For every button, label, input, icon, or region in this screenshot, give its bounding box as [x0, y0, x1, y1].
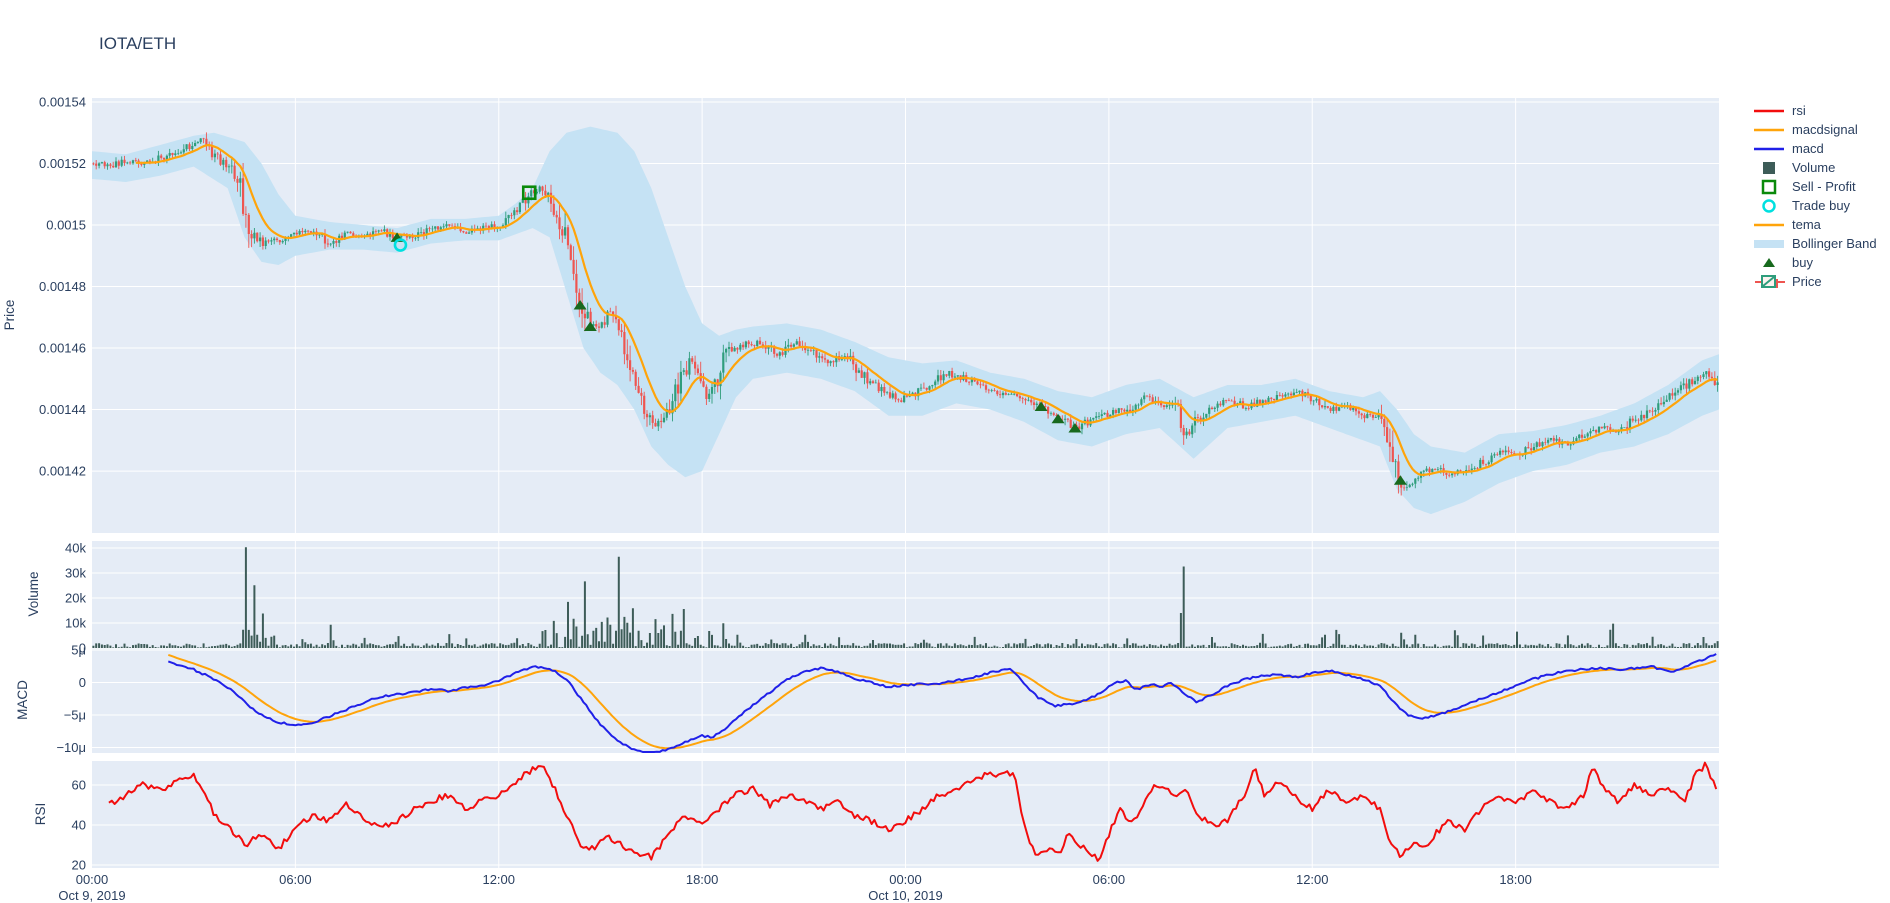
- buy-marker: [1051, 413, 1065, 424]
- price-tick-label: 0.0015: [46, 218, 86, 233]
- macd-line: [167, 653, 1717, 753]
- legend-item-tema[interactable]: tema: [1753, 215, 1877, 234]
- rsi-line: [108, 761, 1718, 862]
- legend-item-label: macd: [1792, 141, 1824, 156]
- legend-item-macd[interactable]: macd: [1753, 139, 1877, 158]
- rsi-tick-label: 40: [72, 818, 86, 833]
- volume-tick-label: 40k: [65, 541, 86, 556]
- legend-item-label: Trade buy: [1792, 198, 1851, 213]
- trade-markers: [390, 185, 1407, 485]
- sell-profit-marker: [521, 185, 537, 201]
- rsi-tick-label: 20: [72, 858, 86, 873]
- trade-buy-marker: [393, 238, 408, 252]
- triangle-legend-swatch: [1763, 257, 1775, 267]
- rsi-axis-title: RSI: [33, 803, 48, 826]
- legend-item-macdsignal[interactable]: macdsignal: [1753, 120, 1877, 139]
- candlesticks: [92, 132, 1719, 496]
- candles-down-bodies: [92, 138, 1716, 489]
- buy-marker: [1068, 423, 1082, 433]
- line-legend-swatch: [1754, 223, 1784, 226]
- price-tick-label: 0.00152: [39, 156, 86, 171]
- x-tick-label: 00:00: [76, 872, 109, 887]
- price-tick-label: 0.00144: [39, 402, 86, 417]
- legend-item-bollinger-band[interactable]: Bollinger Band: [1753, 234, 1877, 253]
- price-tick-label: 0.00146: [39, 341, 86, 356]
- price-tick-label: 0.00154: [39, 95, 86, 110]
- volume-bars: [92, 547, 1719, 648]
- candle-legend-swatch: [1755, 274, 1785, 288]
- x-tick-label: 18:00: [1499, 872, 1532, 887]
- square-legend-swatch: [1763, 161, 1775, 174]
- bollinger-band: [92, 126, 1719, 515]
- x-tick-label: 06:00: [1093, 872, 1126, 887]
- x-tick-label: 06:00: [279, 872, 312, 887]
- open-square-legend-swatch: [1761, 179, 1777, 194]
- legend-item-label: rsi: [1792, 103, 1806, 118]
- macd-tick-label: −5μ: [64, 708, 86, 723]
- axis-labels: 0.00154 0.00152 0.0015 0.00148 0.00146 0.0014…: [2, 95, 1532, 903]
- band-legend-swatch: [1754, 239, 1784, 248]
- legend: rsi macdsignal macd Volume Sell - Profit Trad…: [1753, 101, 1877, 291]
- legend-item-buy[interactable]: buy: [1753, 253, 1877, 272]
- line-legend-swatch: [1754, 109, 1784, 112]
- volume-axis-title: Volume: [26, 571, 41, 616]
- volume-tick-label: 0: [79, 641, 86, 656]
- legend-item-label: tema: [1792, 217, 1821, 232]
- legend-item-sell-profit[interactable]: Sell - Profit: [1753, 177, 1877, 196]
- x-tick-label: 00:00: [889, 872, 922, 887]
- macdsignal-line: [167, 653, 1717, 750]
- x-date-label: Oct 10, 2019: [868, 888, 942, 903]
- x-tick-label: 12:00: [1296, 872, 1329, 887]
- candles-up-bodies: [98, 138, 1719, 488]
- legend-item-label: Sell - Profit: [1792, 179, 1856, 194]
- x-date-label: Oct 9, 2019: [58, 888, 125, 903]
- legend-item-volume[interactable]: Volume: [1753, 158, 1877, 177]
- page-title: IOTA/ETH: [99, 34, 177, 53]
- tema-line: [135, 143, 1718, 476]
- legend-item-price[interactable]: Price: [1753, 272, 1877, 291]
- line-legend-swatch: [1754, 147, 1784, 150]
- legend-item-label: Bollinger Band: [1792, 236, 1877, 251]
- buy-marker: [1393, 475, 1407, 485]
- rsi-tick-label: 60: [72, 778, 86, 793]
- macd-axis-title: MACD: [15, 680, 30, 720]
- buy-marker: [583, 321, 597, 332]
- volume-tick-label: 10k: [65, 616, 86, 631]
- legend-item-label: macdsignal: [1792, 122, 1858, 137]
- legend-item-rsi[interactable]: rsi: [1753, 101, 1877, 120]
- macd-tick-label: 5μ: [71, 643, 86, 658]
- price-axis-title: Price: [2, 300, 17, 331]
- legend-item-label: Volume: [1792, 160, 1836, 175]
- buy-marker: [573, 299, 587, 310]
- macd-tick-label: −10μ: [56, 740, 86, 755]
- legend-item-trade-buy[interactable]: Trade buy: [1753, 196, 1877, 215]
- price-tick-label: 0.00142: [39, 464, 86, 479]
- x-tick-label: 18:00: [686, 872, 719, 887]
- legend-item-label: Price: [1792, 274, 1822, 289]
- price-tick-label: 0.00148: [39, 279, 86, 294]
- open-circle-legend-swatch: [1762, 198, 1776, 213]
- buy-marker: [1034, 401, 1048, 411]
- line-legend-swatch: [1754, 128, 1784, 131]
- volume-tick-label: 20k: [65, 591, 86, 606]
- legend-item-label: buy: [1792, 255, 1813, 270]
- macd-tick-label: 0: [79, 675, 86, 690]
- volume-tick-label: 30k: [65, 566, 86, 581]
- x-tick-label: 12:00: [482, 872, 515, 887]
- gridlines: [92, 98, 1719, 868]
